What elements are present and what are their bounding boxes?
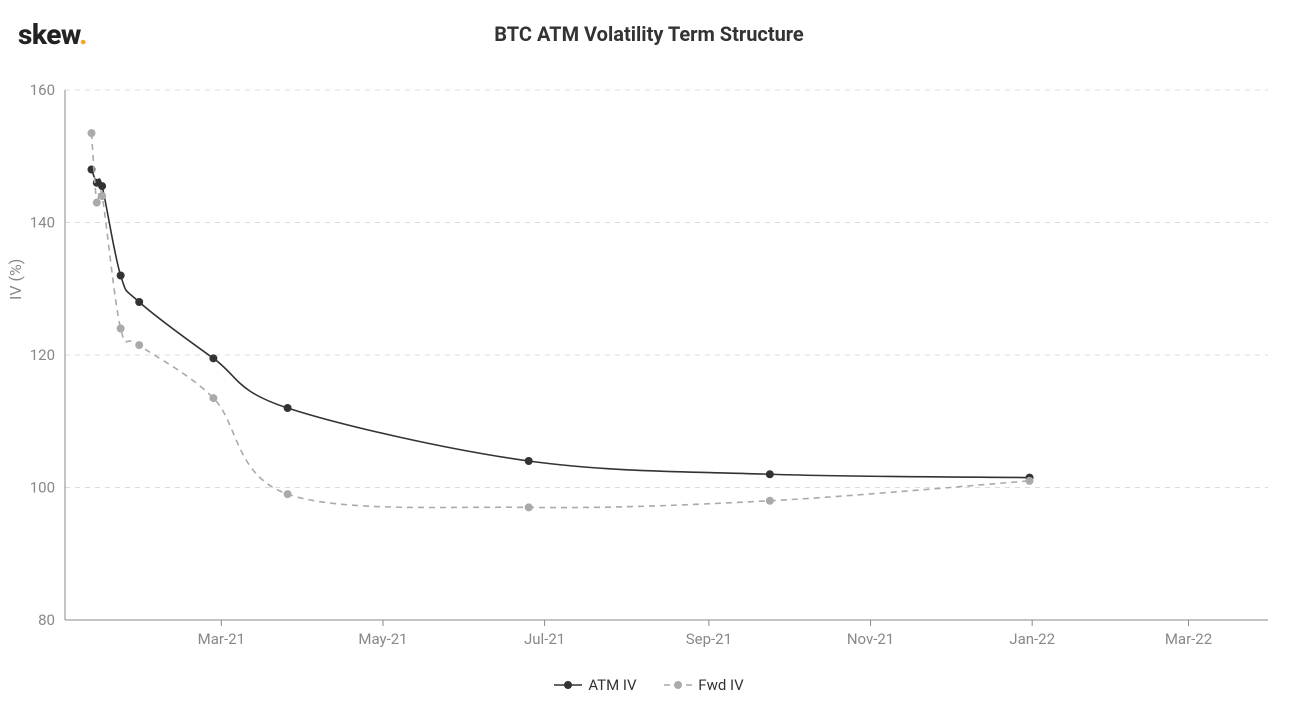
svg-text:Mar-22: Mar-22 bbox=[1165, 630, 1212, 648]
svg-text:Jul-21: Jul-21 bbox=[524, 630, 565, 648]
legend-item-atm-iv: ATM IV bbox=[554, 676, 636, 694]
svg-text:Nov-21: Nov-21 bbox=[847, 630, 894, 648]
legend: ATM IV Fwd IV bbox=[0, 676, 1298, 695]
svg-text:May-21: May-21 bbox=[358, 630, 407, 648]
chart-svg: 80 100 120 140 160 Mar-21 May-21 Jul-21 Sep-21 No… bbox=[0, 0, 1298, 709]
svg-text:Sep-21: Sep-21 bbox=[686, 630, 732, 648]
svg-text:Mar-21: Mar-21 bbox=[198, 630, 245, 648]
legend-label-fwd-iv: Fwd IV bbox=[698, 676, 743, 694]
svg-text:80: 80 bbox=[38, 611, 55, 629]
chart-container: 80 100 120 140 160 Mar-21 May-21 Jul-21 Sep-21 No… bbox=[0, 0, 1298, 709]
legend-item-fwd-iv: Fwd IV bbox=[664, 676, 743, 694]
svg-text:120: 120 bbox=[30, 346, 55, 364]
svg-text:100: 100 bbox=[30, 479, 55, 497]
svg-text:160: 160 bbox=[30, 81, 55, 99]
svg-text:140: 140 bbox=[30, 214, 55, 232]
svg-text:Jan-22: Jan-22 bbox=[1009, 630, 1055, 648]
legend-label-atm-iv: ATM IV bbox=[588, 676, 636, 694]
